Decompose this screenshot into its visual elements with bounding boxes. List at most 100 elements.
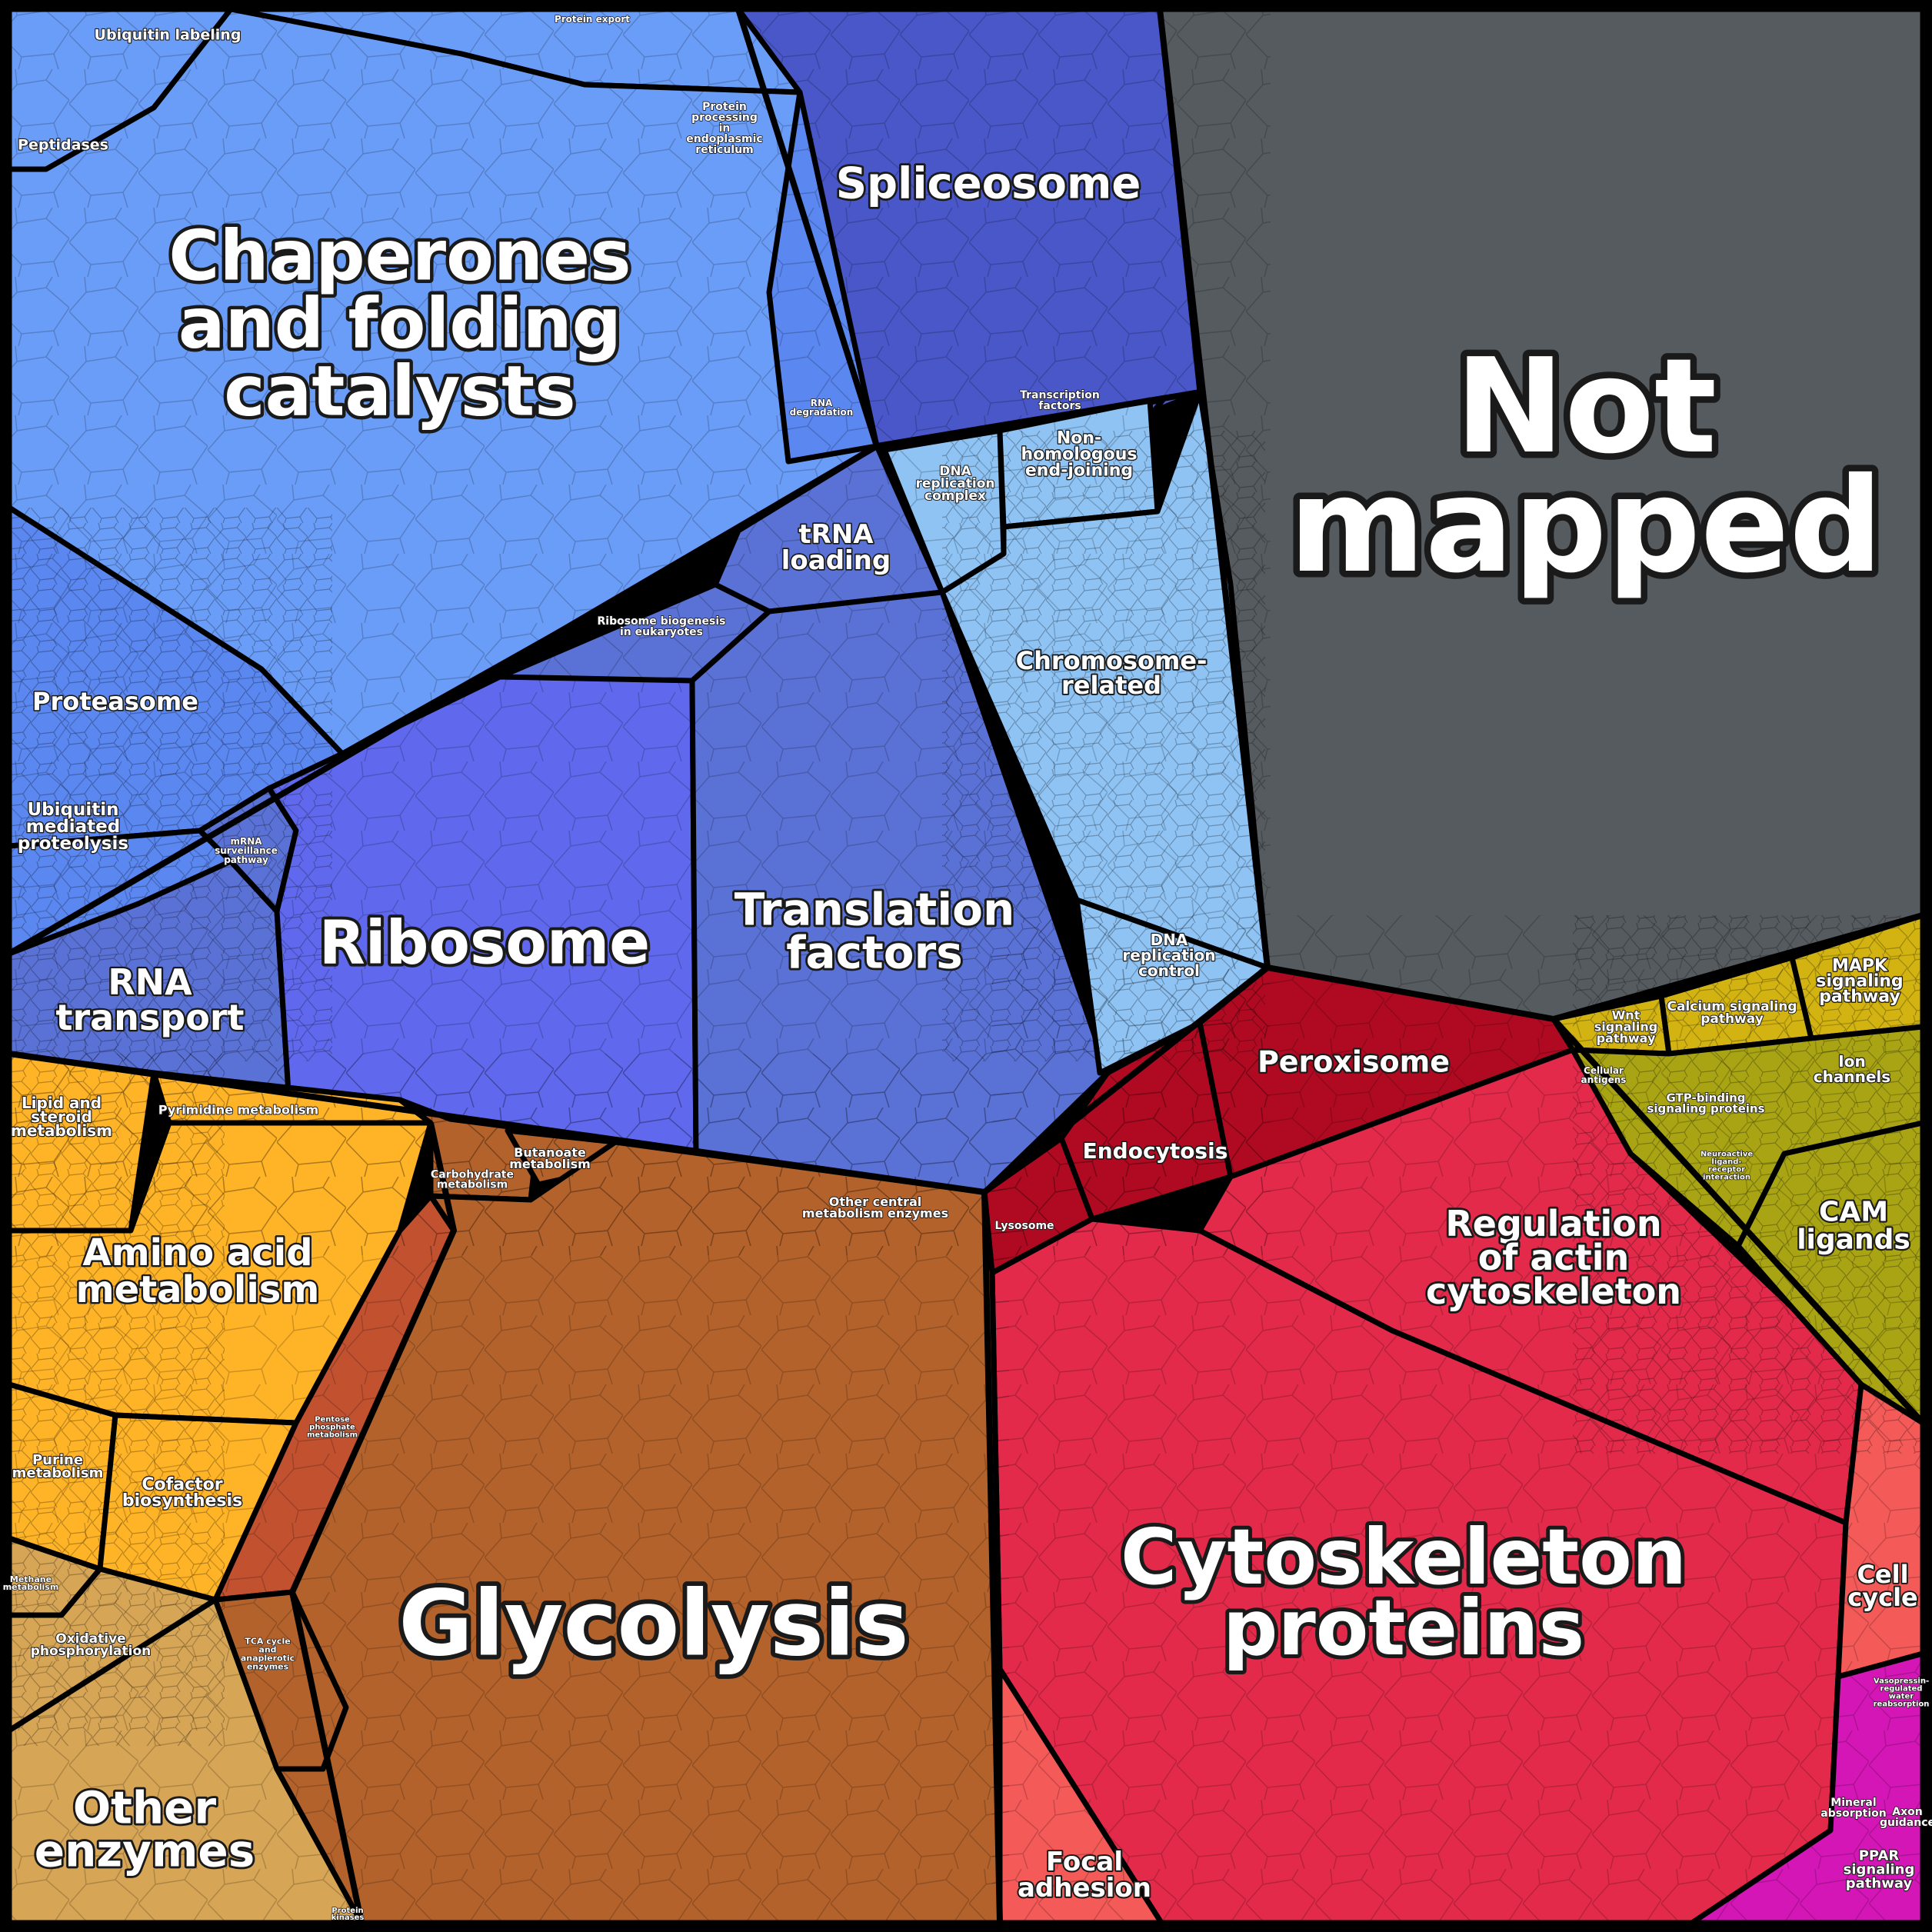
label-mapk-line: pathway xyxy=(1819,988,1900,1007)
label-ppar-line: signaling xyxy=(1844,1861,1915,1877)
label-chromosome-related-line: Chromosome- xyxy=(1016,646,1208,675)
label-neuroactive-line: receptor xyxy=(1708,1166,1745,1174)
label-purine-line: Purine xyxy=(32,1452,83,1468)
label-protein-processing-er: Protein processing in endoplasmic reticulum xyxy=(686,101,762,156)
label-methane: Methane metabolism xyxy=(3,1574,59,1592)
label-transcription-factors-line: factors xyxy=(1038,400,1081,412)
label-butanoate-line: Butanoate xyxy=(514,1145,586,1160)
label-cellular-antigens-line: antigens xyxy=(1581,1074,1627,1085)
label-translation-factors-line: Translation xyxy=(734,883,1015,935)
label-lipid-steroid-line: steroid xyxy=(31,1108,92,1126)
label-protein-kinases-line: Protein xyxy=(331,1907,363,1915)
label-amino-acid-line: metabolism xyxy=(76,1268,320,1311)
label-mrna-surveillance-line: pathway xyxy=(224,854,268,865)
label-mapk: MAPK signaling pathway xyxy=(1816,957,1903,1007)
label-cytoskeleton-proteins-line: Cytoskeleton xyxy=(1121,1512,1687,1602)
label-tca-cycle-line: and xyxy=(258,1644,276,1654)
label-transcription-factors: Transcription factors xyxy=(1020,389,1100,412)
label-chaperones-line: catalysts xyxy=(224,351,576,432)
label-vasopressin-line: reabsorption xyxy=(1874,1700,1930,1709)
label-regulation-actin-line: cytoskeleton xyxy=(1426,1271,1681,1312)
label-other-central-line: metabolism enzymes xyxy=(802,1206,948,1221)
label-glycolysis-line: Glycolysis xyxy=(398,1570,909,1676)
label-protein-processing-er-line: Protein xyxy=(702,101,747,113)
label-ribosome-biogenesis-line: in eukaryotes xyxy=(620,626,703,638)
label-pyrimidine-line: Pyrimidine metabolism xyxy=(158,1103,318,1118)
label-dna-replication-control: DNA replication control xyxy=(1122,931,1215,980)
label-protein-processing-er-line: processing xyxy=(691,112,758,124)
label-regulation-actin-line: Regulation xyxy=(1445,1203,1661,1244)
label-dna-replication-complex-line: replication xyxy=(915,476,994,491)
label-dna-replication-complex: DNA replication complex xyxy=(915,464,994,504)
label-not-mapped-line: mapped xyxy=(1289,450,1883,602)
label-dna-replication-control-line: DNA xyxy=(1151,931,1188,949)
label-focal-adhesion: Focal adhesion xyxy=(1018,1847,1151,1904)
label-neuroactive: Neuroactive ligand-receptor interaction xyxy=(1700,1151,1753,1182)
label-methane-line: metabolism xyxy=(3,1582,59,1592)
label-other-central: Other central metabolism enzymes xyxy=(802,1194,948,1221)
label-dna-replication-control-line: replication xyxy=(1122,946,1215,964)
label-endocytosis-line: Endocytosis xyxy=(1083,1138,1228,1164)
label-cell-cycle-line: Cell xyxy=(1857,1560,1908,1589)
label-mapk-line: MAPK xyxy=(1832,957,1888,976)
label-butanoate-line: metabolism xyxy=(509,1157,591,1171)
label-axon-guidance-line: Axon xyxy=(1892,1806,1922,1818)
label-not-mapped-line: Not xyxy=(1455,331,1717,483)
label-dna-replication-complex-line: DNA xyxy=(939,464,971,479)
label-spliceosome: Spliceosome xyxy=(836,159,1141,209)
label-other-enzymes-line: Other xyxy=(73,1781,217,1834)
border-red-right xyxy=(1551,1017,1925,1425)
label-cell-cycle: Cell cycle xyxy=(1847,1560,1917,1612)
label-focal-adhesion-line: adhesion xyxy=(1018,1873,1151,1904)
label-ubiquitin-labeling-line: Ubiquitin labeling xyxy=(95,27,242,44)
label-wnt-line: signaling xyxy=(1594,1020,1657,1034)
label-rna-transport-line: transport xyxy=(55,997,244,1038)
label-ribosome: Ribosome xyxy=(319,908,650,978)
label-calcium-line: Calcium signaling xyxy=(1667,999,1797,1014)
label-carbohydrate-line: Carbohydrate xyxy=(431,1168,514,1181)
label-mineral-absorption: Mineral absorption xyxy=(1820,1797,1886,1820)
label-oxphos: Oxidative phosphorylation xyxy=(31,1631,152,1659)
label-calcium: Calcium signaling pathway xyxy=(1667,999,1797,1027)
label-trna-loading: tRNA loading xyxy=(781,519,891,576)
label-butanoate: Butanoate metabolism xyxy=(509,1145,591,1171)
small-cell-overlay xyxy=(9,431,1923,1746)
label-axon-guidance-line: guidance xyxy=(1880,1817,1932,1829)
label-ubiquitin-labeling: Ubiquitin labeling xyxy=(95,27,242,44)
label-protein-export: Protein export xyxy=(555,14,630,25)
label-cytoskeleton-proteins: Cytoskeleton proteins xyxy=(1121,1512,1687,1673)
label-neuroactive-line: Neuroactive xyxy=(1700,1151,1753,1159)
label-cellular-antigens-line: Cellular xyxy=(1584,1065,1624,1076)
label-carbohydrate-line: metabolism xyxy=(437,1178,508,1191)
label-nhej-line: homologous xyxy=(1021,445,1137,465)
label-cellular-antigens: Cellular antigens xyxy=(1581,1065,1627,1085)
border-not-mapped xyxy=(1157,8,1924,1022)
label-ppar-line: PPAR xyxy=(1859,1847,1900,1864)
small-cells-metabolism xyxy=(9,1054,225,1746)
label-mineral-absorption-line: Mineral xyxy=(1830,1797,1876,1809)
label-ppar-line: pathway xyxy=(1846,1875,1913,1891)
label-chaperones: Chaperones and folding catalysts xyxy=(168,216,631,432)
label-mrna-surveillance-line: surveillance xyxy=(215,845,278,856)
label-pentose-phosphate-line: metabolism xyxy=(307,1431,358,1440)
label-other-enzymes-line: enzymes xyxy=(35,1824,255,1877)
label-rna-degradation: RNA degradation xyxy=(790,398,854,418)
label-neuroactive-line: interaction xyxy=(1703,1174,1750,1182)
label-transcription-factors-line: Transcription xyxy=(1020,389,1100,401)
label-focal-adhesion-line: Focal xyxy=(1046,1847,1123,1877)
label-ribosome-line: Ribosome xyxy=(319,908,650,978)
label-oxphos-line: Oxidative xyxy=(55,1631,125,1647)
label-ubiquitin-proteolysis: Ubiquitin mediated proteolysis xyxy=(18,800,128,854)
label-proteasome: Proteasome xyxy=(32,687,198,716)
label-ubiquitin-proteolysis-line: Ubiquitin xyxy=(28,800,119,820)
label-mrna-surveillance: mRNA surveillance pathway xyxy=(215,836,278,865)
label-amino-acid-line: Amino acid xyxy=(82,1231,312,1274)
label-cam-ligands-line: CAM xyxy=(1819,1197,1888,1228)
label-proteasome-line: Proteasome xyxy=(32,687,198,716)
label-cofactor: Cofactor biosynthesis xyxy=(122,1475,242,1511)
label-mineral-absorption-line: absorption xyxy=(1820,1807,1886,1820)
label-ubiquitin-proteolysis-line: proteolysis xyxy=(18,834,128,854)
label-lysosome-line: Lysosome xyxy=(994,1220,1054,1232)
label-dna-replication-control-line: control xyxy=(1138,961,1200,980)
